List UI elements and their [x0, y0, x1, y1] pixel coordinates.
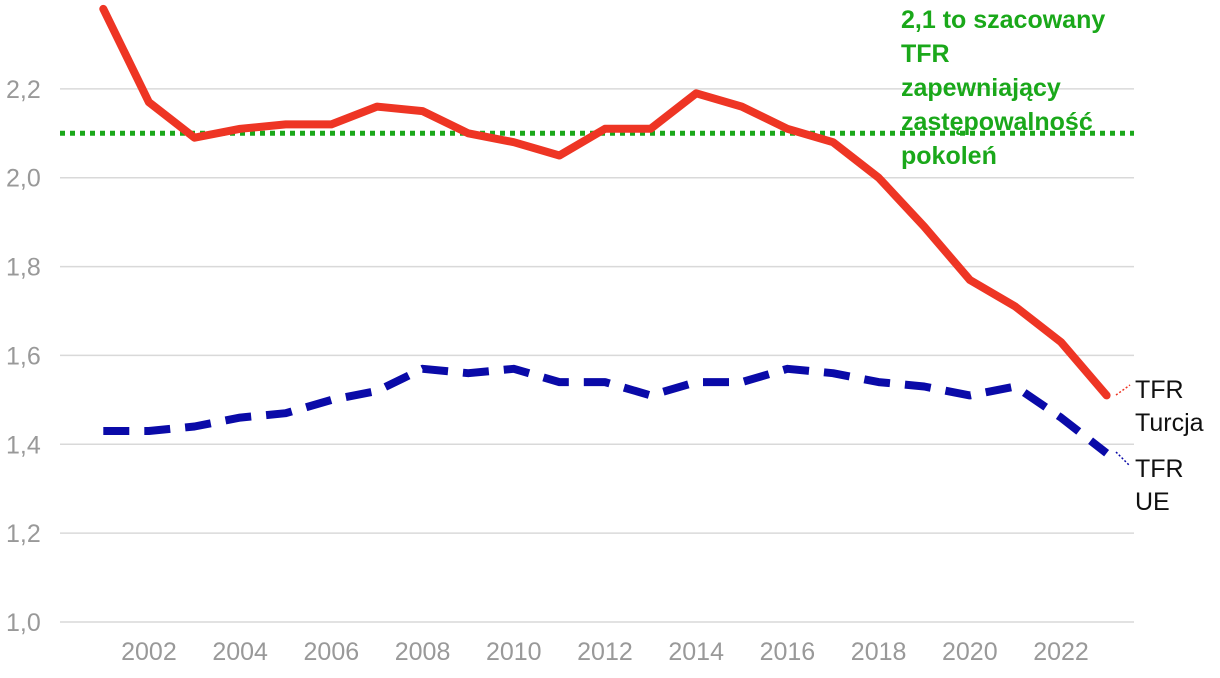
- series-end-label: TFR: [1135, 455, 1184, 483]
- series-label-leader: [1115, 384, 1131, 396]
- x-tick-label: 2014: [668, 638, 724, 666]
- x-tick-label: 2006: [304, 638, 360, 666]
- series-line-turcja: [99, 4, 1111, 400]
- reference-label-line: 2,1 to szacowany: [901, 6, 1105, 34]
- x-axis-tick-labels: 2002 2004 2006 2008 2010 2012 2014 2016 2018 2020…: [121, 638, 1089, 666]
- y-tick-label: 1,4: [6, 431, 41, 459]
- y-tick-label: 1,6: [6, 342, 41, 370]
- y-tick-label: 1,8: [6, 254, 41, 282]
- series-end-label: Turcja: [1135, 409, 1204, 437]
- y-tick-label: 1,2: [6, 520, 41, 548]
- x-tick-label: 2002: [121, 638, 177, 666]
- x-tick-label: 2010: [486, 638, 542, 666]
- reference-label-line: zapewniający: [901, 74, 1061, 102]
- x-tick-label: 2012: [577, 638, 633, 666]
- series-end-label: TFR: [1135, 376, 1184, 404]
- series-end-labels: TFR Turcja TFR UE: [1115, 376, 1204, 516]
- series-end-label: UE: [1135, 488, 1170, 516]
- y-axis-tick-labels: 1,0 1,2 1,4 1,6 1,8 2,0 2,2: [6, 76, 41, 637]
- x-tick-label: 2022: [1033, 638, 1089, 666]
- x-tick-label: 2018: [851, 638, 907, 666]
- y-tick-label: 2,2: [6, 76, 41, 104]
- x-tick-label: 2016: [760, 638, 816, 666]
- y-tick-label: 2,0: [6, 165, 41, 193]
- reference-label-line: TFR: [901, 40, 950, 68]
- reference-label-line: pokoleń: [901, 142, 997, 170]
- replacement-level-reference: 2,1 to szacowany TFR zapewniający zastępowa…: [60, 6, 1134, 170]
- x-tick-label: 2020: [942, 638, 998, 666]
- data-series: [99, 4, 1111, 457]
- gridlines: [60, 88, 1134, 623]
- y-tick-label: 1,0: [6, 609, 41, 637]
- reference-label-line: zastępowalność: [901, 108, 1093, 136]
- x-tick-label: 2008: [395, 638, 451, 666]
- series-label-leader: [1115, 451, 1131, 467]
- x-tick-label: 2004: [212, 638, 268, 666]
- series-line-ue: [103, 364, 1110, 457]
